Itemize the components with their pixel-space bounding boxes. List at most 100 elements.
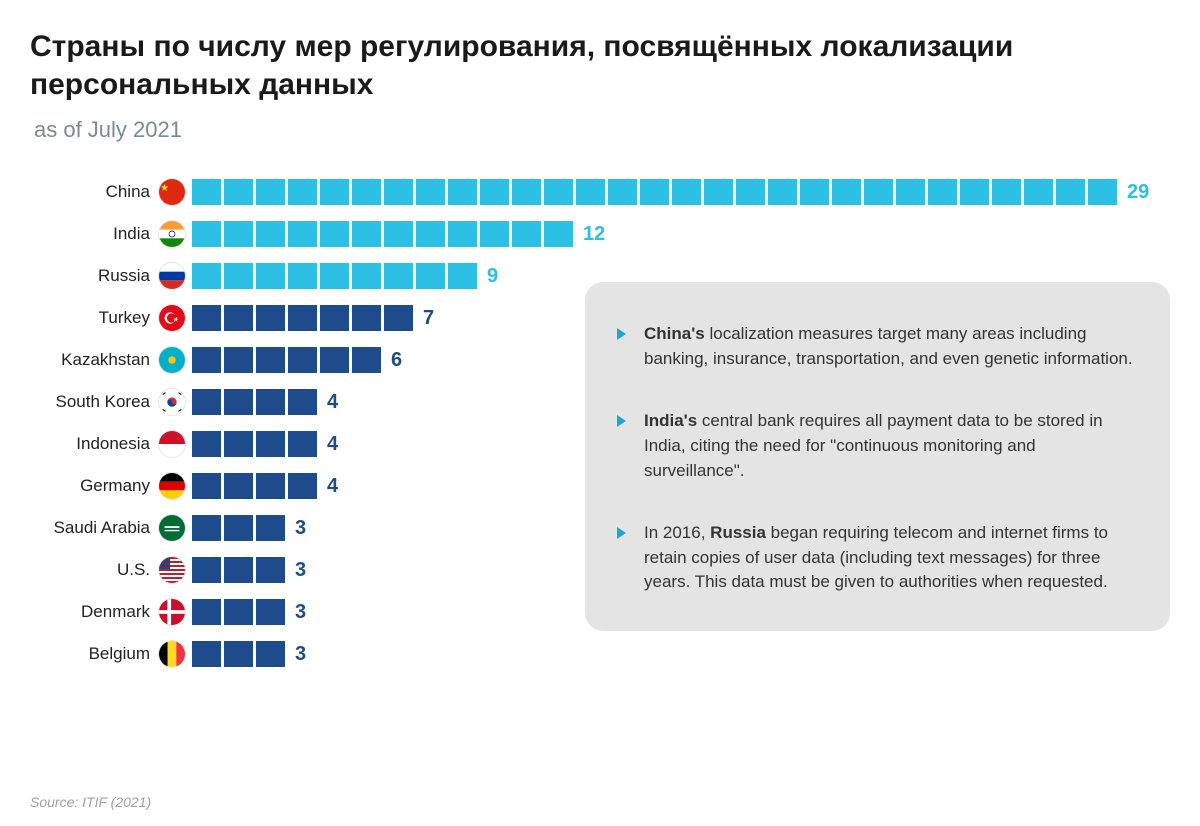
bar-block xyxy=(512,179,541,205)
bullet-icon xyxy=(617,527,626,539)
bar-block xyxy=(416,179,445,205)
bar-block xyxy=(352,263,381,289)
in-flag-icon xyxy=(158,220,186,248)
bar-block xyxy=(288,263,317,289)
bar-block xyxy=(288,179,317,205)
bar-block xyxy=(288,431,317,457)
bar-value: 29 xyxy=(1127,181,1149,204)
bar-block xyxy=(992,179,1021,205)
bar-block xyxy=(480,221,509,247)
cn-flag-icon xyxy=(158,178,186,206)
bar-block xyxy=(320,305,349,331)
bar-block xyxy=(608,179,637,205)
bar xyxy=(192,599,285,625)
bar xyxy=(192,263,477,289)
bar-block xyxy=(864,179,893,205)
bar-value: 4 xyxy=(327,391,338,414)
bar xyxy=(192,221,573,247)
be-flag-icon xyxy=(158,640,186,668)
bar-block xyxy=(224,599,253,625)
bar-block xyxy=(288,347,317,373)
source-text: Source: ITIF (2021) xyxy=(30,794,151,810)
bar-block xyxy=(288,305,317,331)
country-label: Germany xyxy=(30,476,158,496)
bar-block xyxy=(192,431,221,457)
bar-value: 9 xyxy=(487,265,498,288)
bar-block xyxy=(1088,179,1117,205)
us-flag-icon xyxy=(158,556,186,584)
bar-value: 3 xyxy=(295,643,306,666)
sa-flag-icon xyxy=(158,514,186,542)
bar-block xyxy=(352,221,381,247)
bar-block xyxy=(224,557,253,583)
bar-block xyxy=(224,473,253,499)
bar-block xyxy=(256,347,285,373)
bar-block xyxy=(384,305,413,331)
info-text: In 2016, Russia began requiring telecom … xyxy=(644,521,1138,595)
bar-block xyxy=(256,557,285,583)
info-text: China's localization measures target man… xyxy=(644,322,1138,371)
bar-block xyxy=(448,263,477,289)
country-label: Russia xyxy=(30,266,158,286)
bar-block xyxy=(224,641,253,667)
bar-block xyxy=(800,179,829,205)
kz-flag-icon xyxy=(158,346,186,374)
bar-block xyxy=(224,515,253,541)
bar-block xyxy=(224,305,253,331)
bar-block xyxy=(1024,179,1053,205)
bar-block xyxy=(192,347,221,373)
bar-block xyxy=(352,179,381,205)
country-label: Denmark xyxy=(30,602,158,622)
bar-block xyxy=(224,221,253,247)
bar-block xyxy=(736,179,765,205)
bar-block xyxy=(256,473,285,499)
bar-block xyxy=(896,179,925,205)
info-item: In 2016, Russia began requiring telecom … xyxy=(617,521,1138,595)
bar-block xyxy=(416,263,445,289)
bar-block xyxy=(256,179,285,205)
bar-block xyxy=(224,263,253,289)
bar-block xyxy=(288,389,317,415)
bar-block xyxy=(384,221,413,247)
bar-block xyxy=(224,431,253,457)
bar-block xyxy=(480,179,509,205)
chart-subtitle: as of July 2021 xyxy=(34,117,1170,143)
bullet-icon xyxy=(617,415,626,427)
country-label: Indonesia xyxy=(30,434,158,454)
bar-block xyxy=(320,263,349,289)
bar-block xyxy=(256,389,285,415)
bar-value: 3 xyxy=(295,601,306,624)
bar-block xyxy=(192,221,221,247)
bar-block xyxy=(352,305,381,331)
bar-block xyxy=(256,263,285,289)
bar-block xyxy=(256,221,285,247)
country-label: India xyxy=(30,224,158,244)
bar-value: 3 xyxy=(295,559,306,582)
bar-block xyxy=(768,179,797,205)
tr-flag-icon xyxy=(158,304,186,332)
country-label: U.S. xyxy=(30,560,158,580)
country-label: Saudi Arabia xyxy=(30,518,158,538)
de-flag-icon xyxy=(158,472,186,500)
country-label: South Korea xyxy=(30,392,158,412)
bar-block xyxy=(448,179,477,205)
bar-value: 7 xyxy=(423,307,434,330)
bar-block xyxy=(256,515,285,541)
bar-block xyxy=(192,641,221,667)
info-box: China's localization measures target man… xyxy=(585,282,1170,631)
bar-block xyxy=(320,179,349,205)
bar-block xyxy=(448,221,477,247)
bar-block xyxy=(288,473,317,499)
bar-block xyxy=(320,221,349,247)
ru-flag-icon xyxy=(158,262,186,290)
bar-value: 3 xyxy=(295,517,306,540)
info-text: India's central bank requires all paymen… xyxy=(644,409,1138,483)
bar-block xyxy=(256,305,285,331)
bar-block xyxy=(224,347,253,373)
bar-block xyxy=(352,347,381,373)
bar-block xyxy=(832,179,861,205)
bar-block xyxy=(192,557,221,583)
bar-block xyxy=(704,179,733,205)
id-flag-icon xyxy=(158,430,186,458)
bar-block xyxy=(224,179,253,205)
